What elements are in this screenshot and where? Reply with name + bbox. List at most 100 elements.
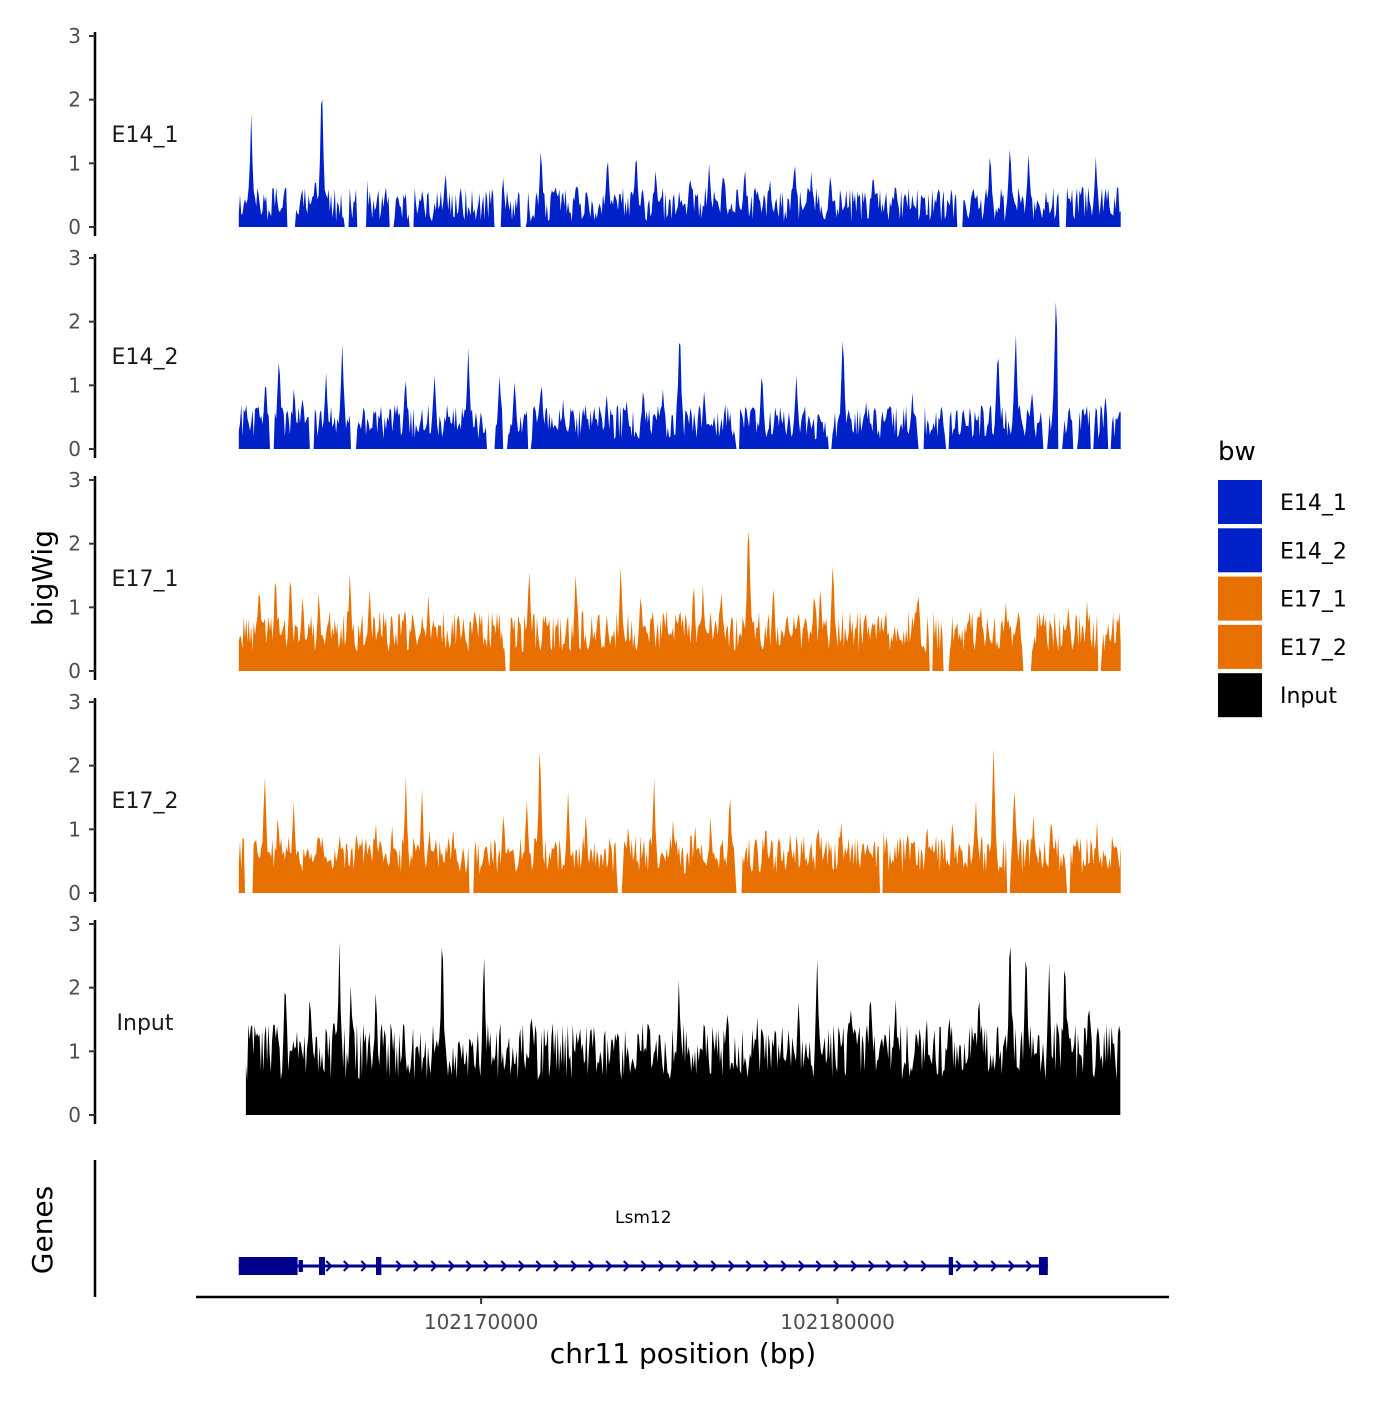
legend-label: E14_1 (1280, 491, 1347, 516)
strand-chevron (395, 1260, 403, 1272)
legend-label: Input (1280, 684, 1337, 709)
y-tick-label: 2 (68, 532, 81, 556)
x-axis-title: chr11 position (bp) (550, 1337, 816, 1370)
track-label: E14_1 (112, 123, 179, 148)
genes-panel: Lsm12 (93, 1160, 1048, 1297)
strand-chevron (868, 1260, 876, 1272)
strand-chevron (640, 1260, 648, 1272)
strand-chevron (1025, 1260, 1033, 1272)
y-tick-label: 2 (68, 754, 81, 778)
strand-chevron (518, 1260, 526, 1272)
legend-label: E17_1 (1280, 588, 1347, 613)
legend-key (1218, 624, 1262, 669)
track-e14-1: 0 1 2 3 E14_1 (68, 24, 1121, 239)
legend: bw E14_1 E14_2 E17_1 E17_2 Input (1218, 437, 1347, 718)
y-tick-label: 0 (68, 1103, 81, 1127)
strand-chevron (1008, 1260, 1016, 1272)
track-input: 0 1 2 3 Input (68, 912, 1121, 1127)
y-tick-label: 0 (68, 437, 81, 461)
gene-exon (948, 1257, 954, 1275)
track-label: E17_2 (112, 789, 179, 814)
strand-chevron (658, 1260, 666, 1272)
y-tick-label: 3 (68, 468, 81, 492)
strand-chevron (798, 1260, 806, 1272)
y-tick-label: 1 (68, 373, 81, 397)
y-tick-label: 1 (68, 151, 81, 175)
y-tick-label: 1 (68, 817, 81, 841)
track-e17-2: 0 1 2 3 E17_2 (68, 690, 1121, 905)
strand-chevron (815, 1260, 823, 1272)
y-tick-label: 3 (68, 690, 81, 714)
strand-chevron (693, 1260, 701, 1272)
legend-item: E17_2 (1218, 624, 1347, 669)
y-tick-label: 0 (68, 215, 81, 239)
genes-axis-title: Genes (26, 1186, 59, 1274)
strand-chevron (745, 1260, 753, 1272)
legend-item: E17_1 (1218, 576, 1347, 621)
gene-label: Lsm12 (615, 1208, 672, 1228)
strand-chevron (833, 1260, 841, 1272)
strand-chevron (325, 1260, 333, 1272)
y-tick-label: 2 (68, 310, 81, 334)
y-tick-label: 2 (68, 976, 81, 1000)
gene-utr (298, 1260, 303, 1272)
strand-chevron (675, 1260, 683, 1272)
strand-chevron (973, 1260, 981, 1272)
strand-chevron (570, 1260, 578, 1272)
strand-chevron (500, 1260, 508, 1272)
legend-item: E14_2 (1218, 528, 1347, 573)
legend-key (1218, 480, 1262, 524)
y-tick-label: 3 (68, 246, 81, 270)
y-tick-label: 1 (68, 1039, 81, 1063)
strand-chevron (763, 1260, 771, 1272)
legend-item: Input (1218, 673, 1337, 718)
strand-chevron (780, 1260, 788, 1272)
y-tick-label: 0 (68, 659, 81, 683)
y-tick-label: 3 (68, 912, 81, 936)
legend-key (1218, 576, 1262, 621)
y-tick-label: 1 (68, 595, 81, 619)
strand-chevron (448, 1260, 456, 1272)
y-tick-label: 3 (68, 24, 81, 48)
coverage-area-e14-2 (238, 301, 1121, 449)
track-label: E17_1 (112, 567, 179, 592)
strand-chevron (553, 1260, 561, 1272)
strand-chevron (885, 1260, 893, 1272)
coverage-tracks: 0 1 2 3 E14_1 0 1 2 3 E14_2 0 1 2 3 E17_1 0 1 2 3 E17_2 0 1 2 3… (68, 24, 1121, 1127)
coverage-area-input (245, 941, 1121, 1115)
strand-chevron (920, 1260, 928, 1272)
strand-chevron (903, 1260, 911, 1272)
x-axis: 102170000 102180000 (196, 1295, 1169, 1334)
strand-chevron (465, 1260, 473, 1272)
gene-exon (318, 1257, 326, 1275)
strand-chevron (850, 1260, 858, 1272)
legend-key (1218, 528, 1262, 573)
strand-chevron (343, 1260, 351, 1272)
x-tick-label: 102180000 (780, 1310, 895, 1334)
gene-lsm12: Lsm12 (238, 1208, 1048, 1275)
strand-chevron (710, 1260, 718, 1272)
y-axis-title: bigWig (26, 530, 59, 626)
gene-exon (238, 1257, 298, 1275)
legend-key (1218, 673, 1262, 718)
legend-title: bw (1218, 437, 1256, 467)
strand-chevron (728, 1260, 736, 1272)
strand-chevron (588, 1260, 596, 1272)
strand-chevron (535, 1260, 543, 1272)
x-tick-label: 102170000 (424, 1310, 539, 1334)
legend-label: E17_2 (1280, 636, 1347, 661)
gene-exon (1038, 1257, 1048, 1275)
strand-chevron (990, 1260, 998, 1272)
coverage-area-e17-1 (238, 531, 1121, 671)
strand-chevron (955, 1260, 963, 1272)
coverage-area-e17-2 (238, 747, 1121, 893)
coverage-area-e14-1 (238, 99, 1121, 227)
strand-chevron (483, 1260, 491, 1272)
strand-chevron (430, 1260, 438, 1272)
y-tick-label: 0 (68, 881, 81, 905)
gene-exon (375, 1257, 382, 1275)
y-tick-label: 2 (68, 88, 81, 112)
strand-chevron (605, 1260, 613, 1272)
strand-chevron (413, 1260, 421, 1272)
